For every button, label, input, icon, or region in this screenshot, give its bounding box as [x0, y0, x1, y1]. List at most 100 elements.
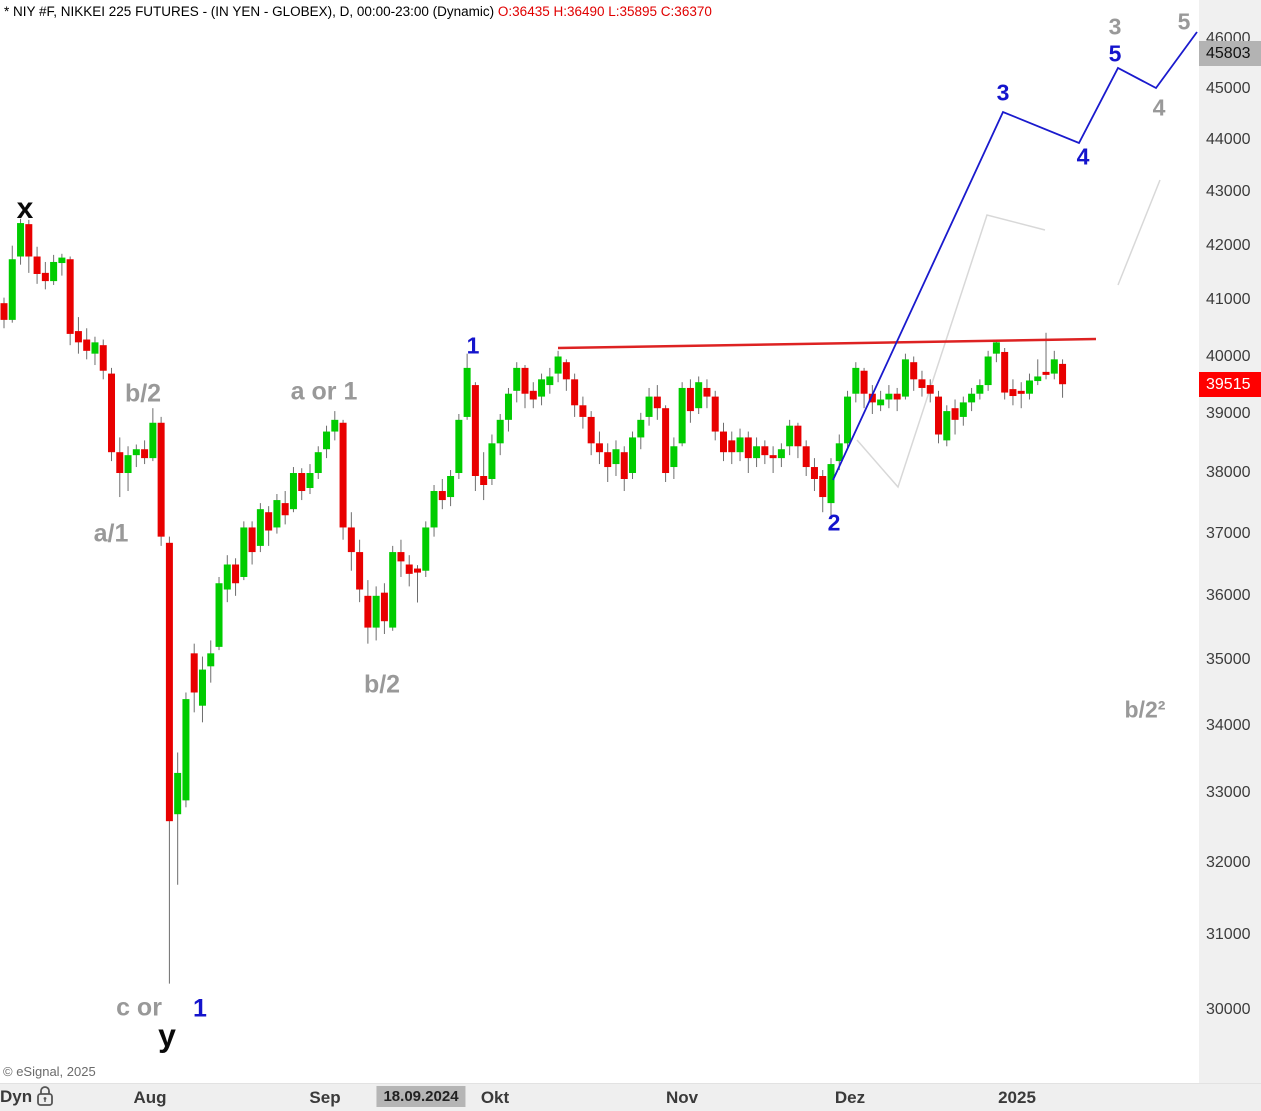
candle[interactable]: [612, 449, 620, 465]
candle[interactable]: [604, 452, 612, 468]
candle[interactable]: [116, 452, 124, 474]
candle[interactable]: [50, 261, 58, 282]
candle[interactable]: [1059, 363, 1067, 385]
candle[interactable]: [58, 257, 66, 264]
candle[interactable]: [554, 356, 562, 374]
candle[interactable]: [885, 393, 893, 400]
candle[interactable]: [943, 411, 951, 441]
price-axis-panel[interactable]: [1199, 0, 1261, 1083]
candle[interactable]: [992, 342, 1000, 354]
wave-label[interactable]: c or: [116, 993, 162, 1022]
candle[interactable]: [695, 382, 703, 409]
candle[interactable]: [174, 772, 182, 815]
candle[interactable]: [83, 339, 91, 351]
time-axis-bar[interactable]: [0, 1083, 1261, 1111]
wave-label[interactable]: 5: [1177, 8, 1191, 35]
candle[interactable]: [165, 542, 173, 822]
candle[interactable]: [41, 272, 49, 282]
candle[interactable]: [868, 393, 876, 403]
candle[interactable]: [538, 379, 546, 397]
candle[interactable]: [711, 396, 719, 432]
wave-label[interactable]: 2: [827, 509, 841, 536]
candle[interactable]: [629, 437, 637, 474]
candle[interactable]: [356, 552, 364, 590]
candle[interactable]: [496, 419, 504, 444]
candle[interactable]: [810, 467, 818, 479]
candle[interactable]: [380, 592, 388, 622]
red-trendline[interactable]: [557, 337, 1097, 350]
candle[interactable]: [314, 452, 322, 474]
candle[interactable]: [918, 379, 926, 388]
candle[interactable]: [744, 437, 752, 459]
candle[interactable]: [976, 385, 984, 394]
dyn-mode-button[interactable]: Dyn: [0, 1087, 33, 1106]
candles-layer[interactable]: [0, 218, 1067, 984]
candle[interactable]: [33, 256, 41, 274]
candle[interactable]: [455, 419, 463, 474]
candle[interactable]: [860, 370, 868, 394]
candle[interactable]: [678, 387, 686, 444]
candle[interactable]: [66, 259, 74, 334]
chart-plot-area[interactable]: [0, 0, 1199, 1083]
candle[interactable]: [447, 476, 455, 498]
candle[interactable]: [1001, 351, 1009, 393]
wave-label[interactable]: a/1: [93, 519, 129, 548]
candle[interactable]: [99, 345, 107, 371]
candle[interactable]: [91, 342, 99, 354]
candle[interactable]: [1009, 389, 1017, 397]
candle[interactable]: [132, 449, 140, 456]
candle[interactable]: [298, 473, 306, 492]
candle[interactable]: [844, 396, 852, 444]
candle[interactable]: [686, 387, 694, 412]
wave-label[interactable]: 3: [996, 79, 1010, 106]
blue-projection-line[interactable]: [832, 31, 1198, 481]
candle[interactable]: [108, 373, 116, 453]
candle[interactable]: [422, 527, 430, 571]
candle[interactable]: [719, 431, 727, 453]
wave-label[interactable]: 1: [193, 994, 207, 1023]
candle[interactable]: [8, 259, 16, 320]
candle[interactable]: [25, 224, 33, 257]
candle[interactable]: [786, 425, 794, 447]
candle[interactable]: [951, 408, 959, 420]
candle[interactable]: [761, 446, 769, 456]
candle[interactable]: [1034, 376, 1042, 382]
candle[interactable]: [637, 419, 645, 438]
candle[interactable]: [430, 491, 438, 528]
alt-projection-line[interactable]: [856, 214, 1046, 489]
candle[interactable]: [182, 699, 190, 801]
candle[interactable]: [0, 303, 8, 320]
candle[interactable]: [901, 359, 909, 397]
candle[interactable]: [331, 419, 339, 432]
candle[interactable]: [339, 422, 347, 528]
candle[interactable]: [546, 376, 554, 386]
wave-label[interactable]: 5: [1108, 40, 1122, 67]
candle[interactable]: [1017, 390, 1025, 394]
candle[interactable]: [1042, 371, 1050, 375]
candle[interactable]: [794, 425, 802, 447]
candle[interactable]: [405, 564, 413, 574]
candle[interactable]: [521, 367, 529, 394]
candle[interactable]: [827, 464, 835, 504]
wave-label[interactable]: b/2: [363, 670, 401, 699]
candle[interactable]: [372, 595, 380, 628]
candle[interactable]: [579, 405, 587, 417]
candle[interactable]: [488, 443, 496, 479]
candle[interactable]: [223, 564, 231, 590]
candle[interactable]: [347, 527, 355, 553]
candle[interactable]: [852, 367, 860, 394]
candle[interactable]: [124, 455, 132, 474]
candle[interactable]: [571, 379, 579, 406]
wave-label[interactable]: 4: [1076, 143, 1090, 170]
candle[interactable]: [265, 512, 273, 531]
candle[interactable]: [207, 653, 215, 667]
candle[interactable]: [463, 367, 471, 417]
wave-label[interactable]: b/2: [124, 379, 162, 408]
candle[interactable]: [215, 583, 223, 647]
candle[interactable]: [289, 473, 297, 510]
candle[interactable]: [769, 455, 777, 459]
candle[interactable]: [910, 362, 918, 380]
candle[interactable]: [397, 552, 405, 562]
candle[interactable]: [926, 385, 934, 394]
